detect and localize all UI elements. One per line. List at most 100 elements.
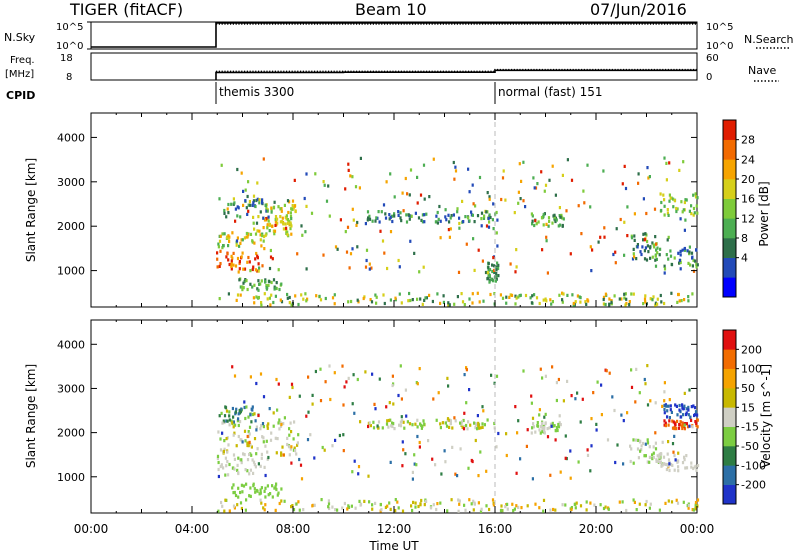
data-cell	[458, 226, 461, 230]
data-cell	[396, 500, 399, 504]
data-cell	[219, 249, 222, 253]
data-cell	[487, 268, 490, 273]
data-cell	[589, 205, 592, 209]
data-cell	[533, 223, 536, 228]
data-cell	[268, 223, 272, 227]
data-cell	[479, 509, 483, 513]
data-cell	[292, 508, 296, 512]
data-cell	[611, 395, 614, 399]
data-cell	[389, 460, 392, 464]
data-cell	[623, 253, 626, 257]
data-cell	[349, 174, 352, 178]
data-cell	[422, 419, 425, 423]
data-cell	[324, 380, 327, 384]
data-cell	[576, 391, 579, 395]
data-cell	[251, 285, 254, 289]
data-cell	[286, 436, 289, 440]
data-cell	[350, 299, 353, 304]
data-cell	[531, 222, 534, 226]
data-cell	[394, 296, 397, 300]
data-cell	[463, 303, 466, 307]
data-cell	[518, 162, 521, 166]
data-cell	[492, 227, 495, 231]
y-tick-label: 3000	[57, 382, 85, 395]
data-cell	[638, 440, 642, 444]
data-cell	[291, 199, 295, 203]
data-cell	[439, 236, 442, 240]
data-cell	[268, 280, 271, 284]
data-cell	[404, 452, 407, 456]
data-cell	[270, 280, 273, 285]
colorbar-tick-label: 15	[741, 401, 755, 414]
data-cell	[582, 189, 585, 193]
data-cell	[564, 434, 567, 438]
data-cell	[614, 250, 617, 254]
data-cell	[531, 214, 534, 218]
data-cell	[515, 265, 518, 269]
data-cell	[290, 217, 293, 221]
data-cell	[635, 257, 638, 261]
data-cell	[267, 455, 270, 460]
data-cell	[678, 408, 681, 412]
data-cell	[328, 214, 331, 218]
data-cell	[458, 221, 461, 226]
data-cell	[477, 474, 480, 478]
data-cell	[260, 501, 263, 505]
data-cell	[462, 418, 465, 423]
data-cell	[276, 408, 279, 412]
data-cell	[630, 236, 634, 240]
data-cell	[397, 213, 400, 217]
data-cell	[530, 431, 533, 435]
data-cell	[401, 509, 405, 513]
data-cell	[235, 298, 238, 302]
data-cell	[519, 197, 522, 201]
data-cell	[691, 425, 694, 429]
data-cell	[509, 262, 512, 266]
data-cell	[218, 239, 222, 243]
data-cell	[278, 501, 281, 506]
data-cell	[673, 426, 676, 430]
data-cell	[342, 433, 345, 437]
data-cell	[251, 408, 254, 412]
data-cell	[530, 212, 533, 216]
data-cell	[344, 230, 347, 234]
data-cell	[548, 219, 551, 223]
data-cell	[602, 169, 605, 173]
data-cell	[561, 173, 564, 177]
data-cell	[258, 266, 261, 270]
data-cell	[680, 424, 684, 428]
data-cell	[629, 459, 632, 464]
data-cell	[604, 292, 607, 296]
data-cell	[263, 508, 266, 512]
data-cell	[257, 462, 260, 466]
data-cell	[425, 296, 428, 300]
data-cell	[249, 443, 252, 447]
data-cell	[543, 189, 546, 193]
data-cell	[240, 238, 243, 242]
data-cell	[439, 422, 442, 426]
data-cell	[693, 211, 696, 215]
data-cell	[530, 301, 533, 305]
data-cell	[228, 462, 231, 467]
data-cell	[600, 383, 603, 387]
data-cell	[341, 364, 344, 368]
data-cell	[390, 214, 394, 218]
data-cell	[621, 500, 624, 504]
data-cell	[238, 267, 241, 271]
data-cell	[367, 216, 370, 220]
data-cell	[247, 415, 250, 419]
data-cell	[378, 377, 381, 381]
data-cell	[651, 241, 654, 245]
data-cell	[290, 232, 293, 236]
data-cell	[555, 426, 559, 430]
data-cell	[472, 237, 475, 241]
data-cell	[639, 250, 642, 254]
data-cell	[290, 445, 293, 449]
data-cell	[411, 423, 414, 427]
data-cell	[217, 430, 220, 434]
data-cell	[298, 457, 301, 462]
data-cell	[681, 403, 684, 407]
data-cell	[653, 207, 657, 211]
data-cell	[403, 426, 406, 430]
data-cell	[279, 207, 282, 211]
